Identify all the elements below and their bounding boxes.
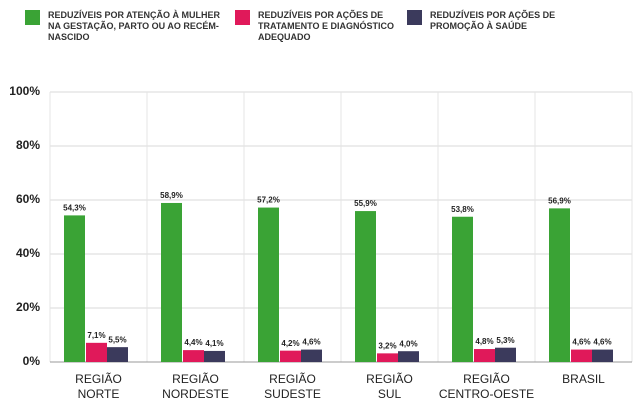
legend-item: REDUZÍVEIS POR ATENÇÃO À MULHER NA GESTA… bbox=[25, 10, 228, 43]
bar bbox=[86, 342, 107, 362]
value-label: 4,4% bbox=[184, 338, 202, 347]
value-label: 55,9% bbox=[354, 199, 377, 208]
y-tick-label: 80% bbox=[16, 138, 40, 152]
bar bbox=[495, 347, 516, 362]
bar bbox=[452, 216, 473, 362]
bar bbox=[107, 347, 128, 362]
bar bbox=[64, 215, 85, 362]
x-tick-line: SUDESTE bbox=[264, 387, 321, 401]
y-tick-label: 0% bbox=[23, 354, 41, 368]
bar bbox=[398, 351, 419, 362]
y-tick-label: 60% bbox=[16, 192, 40, 206]
bar bbox=[161, 202, 182, 362]
legend-label: REDUZÍVEIS POR AÇÕES DE PROMOÇÃO À SAÚDE bbox=[430, 10, 556, 31]
bar bbox=[183, 350, 204, 362]
legend-swatch bbox=[407, 10, 422, 25]
bar bbox=[258, 207, 279, 362]
value-label: 5,3% bbox=[496, 336, 514, 345]
value-label: 4,0% bbox=[399, 339, 417, 348]
value-label: 5,5% bbox=[108, 335, 126, 344]
value-label: 58,9% bbox=[160, 191, 183, 200]
value-label: 4,6% bbox=[593, 338, 611, 347]
x-tick-label: REGIÃO SUL bbox=[366, 372, 413, 401]
x-tick-line: SUL bbox=[378, 387, 402, 401]
value-label: 7,1% bbox=[87, 331, 105, 340]
bar bbox=[571, 349, 592, 362]
legend-label: REDUZÍVEIS POR ATENÇÃO À MULHER NA GESTA… bbox=[48, 10, 221, 42]
x-tick-label: REGIÃO SUDESTE bbox=[264, 372, 321, 401]
value-label: 56,9% bbox=[548, 196, 571, 205]
value-label: 53,8% bbox=[451, 205, 474, 214]
bar bbox=[474, 349, 495, 362]
legend-item: REDUZÍVEIS POR AÇÕES DE PROMOÇÃO À SAÚDE bbox=[407, 10, 610, 32]
bar bbox=[355, 211, 376, 362]
x-tick-line: REGIÃO bbox=[463, 372, 510, 386]
bar bbox=[377, 353, 398, 362]
x-tick-label: REGIÃO CENTRO-OESTE bbox=[439, 372, 534, 401]
x-tick-line: REGIÃO bbox=[75, 372, 122, 386]
value-label: 4,1% bbox=[205, 339, 223, 348]
bar bbox=[280, 350, 301, 362]
legend-label: REDUZÍVEIS POR AÇÕES DE TRATAMENTO E DIA… bbox=[258, 10, 394, 42]
x-tick-line: REGIÃO bbox=[269, 372, 316, 386]
bar bbox=[592, 349, 613, 362]
value-label: 4,6% bbox=[302, 338, 320, 347]
legend-item: REDUZÍVEIS POR AÇÕES DE TRATAMENTO E DIA… bbox=[235, 10, 418, 43]
x-tick-line: CENTRO-OESTE bbox=[439, 387, 534, 401]
value-label: 4,6% bbox=[572, 338, 590, 347]
y-tick-label: 20% bbox=[16, 300, 40, 314]
y-tick-label: 40% bbox=[16, 246, 40, 260]
x-tick-label: REGIÃO NORTE bbox=[75, 372, 122, 401]
value-label: 4,2% bbox=[281, 339, 299, 348]
x-tick-line: REGIÃO bbox=[366, 372, 413, 386]
x-tick-label: REGIÃO NORDESTE bbox=[162, 372, 229, 401]
bar bbox=[204, 350, 225, 362]
x-tick-line: BRASIL bbox=[562, 372, 605, 386]
x-tick-line: NORDESTE bbox=[162, 387, 229, 401]
bar bbox=[549, 208, 570, 362]
y-tick-label: 100% bbox=[9, 84, 40, 98]
bar bbox=[301, 349, 322, 362]
legend-swatch bbox=[235, 10, 250, 25]
legend-swatch bbox=[25, 10, 40, 25]
x-tick-line: NORTE bbox=[78, 387, 120, 401]
value-label: 3,2% bbox=[378, 341, 396, 350]
value-label: 57,2% bbox=[257, 196, 280, 205]
x-tick-line: REGIÃO bbox=[172, 372, 219, 386]
x-tick-label: BRASIL bbox=[562, 372, 605, 386]
value-label: 54,3% bbox=[63, 203, 86, 212]
value-label: 4,8% bbox=[475, 337, 493, 346]
